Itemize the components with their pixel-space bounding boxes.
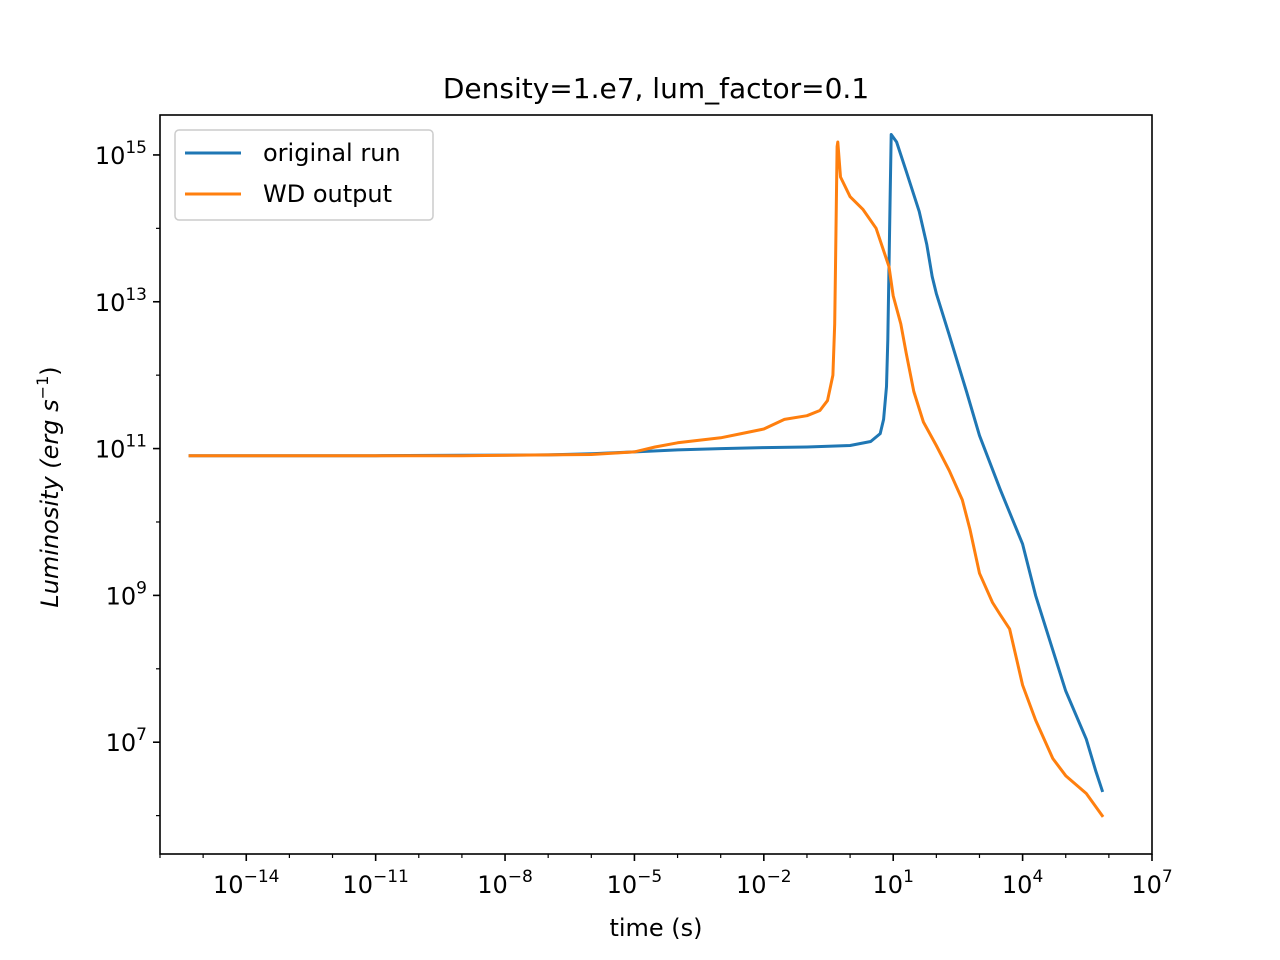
y-axis-ticks: 107 109 1011 1013 1015 — [95, 138, 160, 817]
legend-label-original-run: original run — [263, 139, 401, 167]
y-axis-label: Luminosity (erg s−1) — [33, 366, 64, 607]
x-axis-ticks: 10−14 10−11 10−8 10−5 10−2 101 104 107 — [159, 854, 1173, 899]
x-tick-label: 101 — [873, 867, 914, 899]
x-tick-label: 10−8 — [477, 867, 533, 899]
x-tick-label: 10−5 — [607, 867, 663, 899]
y-tick-label: 1011 — [95, 432, 147, 464]
x-tick-label: 10−14 — [213, 867, 279, 899]
legend-label-wd-output: WD output — [263, 180, 392, 208]
plot-area-frame — [159, 114, 1153, 855]
y-tick-label: 107 — [106, 725, 147, 757]
x-tick-label: 107 — [1131, 867, 1172, 899]
y-tick-label: 109 — [106, 578, 147, 610]
series-layer — [188, 133, 1105, 818]
x-axis-label: time (s) — [609, 914, 702, 942]
y-tick-label: 1015 — [95, 138, 147, 170]
y-axis-label-group: Luminosity (erg s−1) — [33, 366, 64, 607]
y-tick-label: 1013 — [95, 285, 147, 317]
legend: original run WD output — [174, 129, 434, 221]
chart-title: Density=1.e7, lum_factor=0.1 — [443, 72, 869, 105]
x-tick-label: 10−11 — [342, 867, 408, 899]
x-tick-label: 10−2 — [736, 867, 792, 899]
x-tick-label: 104 — [1002, 867, 1043, 899]
series-line-wd-output — [188, 140, 1105, 818]
